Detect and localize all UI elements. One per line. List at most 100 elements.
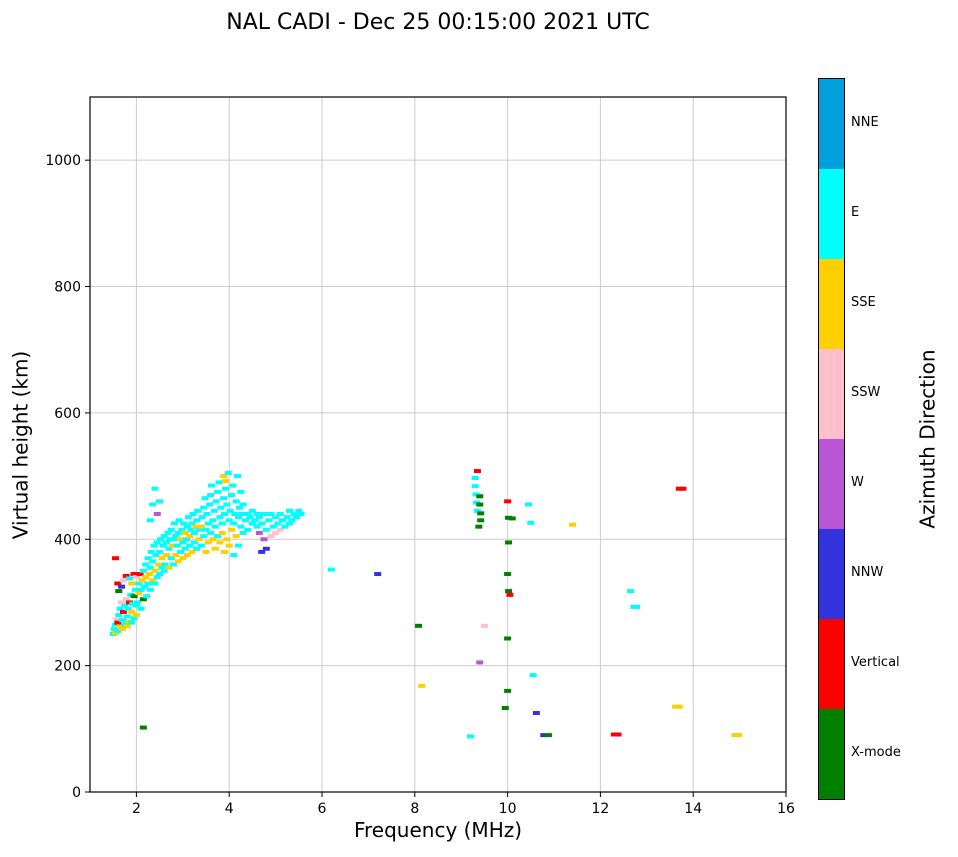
data-point bbox=[180, 521, 188, 526]
y-tick-label: 800 bbox=[54, 280, 81, 296]
data-point bbox=[181, 546, 189, 551]
data-point bbox=[161, 562, 169, 567]
data-point bbox=[144, 556, 152, 561]
data-point bbox=[139, 597, 147, 602]
y-tick-label: 200 bbox=[54, 659, 81, 675]
data-point bbox=[167, 527, 175, 532]
data-point bbox=[281, 524, 289, 529]
data-point bbox=[297, 512, 305, 516]
data-point bbox=[267, 534, 275, 539]
data-point bbox=[142, 575, 150, 580]
data-point bbox=[239, 502, 247, 507]
data-point bbox=[234, 474, 242, 479]
data-point bbox=[505, 515, 513, 520]
data-point bbox=[133, 600, 141, 605]
data-point bbox=[142, 562, 150, 567]
data-point bbox=[179, 556, 187, 561]
y-tick-label: 0 bbox=[72, 785, 81, 801]
data-point bbox=[128, 581, 136, 586]
colorbar-tick-labels: NNE E SSE SSW W NNW Vertical X-mode bbox=[851, 78, 921, 800]
data-point bbox=[231, 512, 239, 516]
data-point bbox=[241, 518, 249, 523]
data-point bbox=[155, 562, 163, 567]
data-point bbox=[220, 474, 228, 479]
data-point bbox=[504, 499, 512, 504]
data-point bbox=[159, 543, 167, 548]
data-point bbox=[164, 530, 172, 535]
data-point bbox=[230, 521, 238, 526]
data-point bbox=[267, 512, 275, 516]
data-point bbox=[145, 572, 153, 577]
data-point bbox=[174, 559, 182, 564]
data-point bbox=[276, 512, 284, 516]
data-point bbox=[212, 499, 220, 504]
data-point bbox=[183, 524, 191, 529]
data-point bbox=[255, 530, 263, 535]
data-point bbox=[238, 512, 246, 516]
data-point bbox=[190, 540, 198, 545]
x-tick-label: 16 bbox=[777, 801, 795, 817]
data-point bbox=[170, 537, 178, 542]
data-point bbox=[200, 505, 208, 510]
data-point bbox=[135, 590, 143, 595]
data-point bbox=[124, 606, 132, 611]
data-point bbox=[204, 521, 212, 526]
data-point bbox=[473, 508, 481, 513]
data-point bbox=[292, 515, 300, 520]
data-point bbox=[118, 618, 126, 623]
data-point bbox=[156, 549, 164, 554]
data-point bbox=[183, 537, 191, 542]
data-point bbox=[472, 492, 480, 497]
data-point bbox=[160, 534, 168, 539]
y-tick-label: 600 bbox=[54, 406, 81, 422]
data-point bbox=[123, 624, 131, 629]
data-point bbox=[214, 534, 222, 539]
x-tick-label: 8 bbox=[410, 801, 419, 817]
data-point bbox=[527, 520, 535, 525]
data-point bbox=[239, 530, 247, 535]
data-point bbox=[190, 530, 198, 535]
data-point bbox=[211, 546, 219, 551]
data-point bbox=[144, 581, 152, 586]
data-point bbox=[735, 733, 743, 738]
colorbar-segment-e bbox=[819, 169, 844, 259]
data-point bbox=[505, 589, 513, 594]
data-point bbox=[221, 479, 229, 484]
colorbar-segment-w bbox=[819, 439, 844, 529]
data-point bbox=[218, 521, 226, 526]
data-point bbox=[129, 601, 137, 606]
colorbar-segment-sse bbox=[819, 259, 844, 349]
data-point bbox=[248, 508, 256, 513]
data-point bbox=[200, 534, 208, 539]
data-point bbox=[165, 565, 173, 570]
data-point bbox=[194, 508, 202, 513]
data-point bbox=[130, 572, 138, 577]
data-point bbox=[176, 549, 184, 554]
data-point bbox=[156, 572, 164, 577]
data-point bbox=[504, 636, 512, 641]
data-point bbox=[235, 505, 243, 510]
data-point bbox=[123, 614, 131, 619]
data-point bbox=[193, 518, 201, 523]
data-point bbox=[475, 524, 483, 529]
data-point bbox=[198, 515, 206, 520]
data-point bbox=[172, 534, 180, 539]
data-point bbox=[169, 543, 177, 548]
data-point bbox=[237, 524, 245, 529]
data-point bbox=[151, 581, 159, 586]
data-point bbox=[209, 537, 217, 542]
data-point bbox=[207, 530, 215, 535]
data-point bbox=[476, 502, 484, 507]
data-point bbox=[228, 527, 236, 532]
data-point bbox=[121, 603, 129, 608]
data-point bbox=[197, 524, 205, 529]
data-point bbox=[147, 549, 155, 554]
data-point bbox=[610, 732, 618, 737]
data-point bbox=[170, 562, 178, 567]
data-point bbox=[153, 540, 161, 545]
data-point bbox=[276, 527, 284, 532]
x-tick-label: 10 bbox=[499, 801, 517, 817]
data-point bbox=[188, 549, 196, 554]
colorbar-segment-nne bbox=[819, 79, 844, 169]
data-point bbox=[151, 486, 159, 491]
